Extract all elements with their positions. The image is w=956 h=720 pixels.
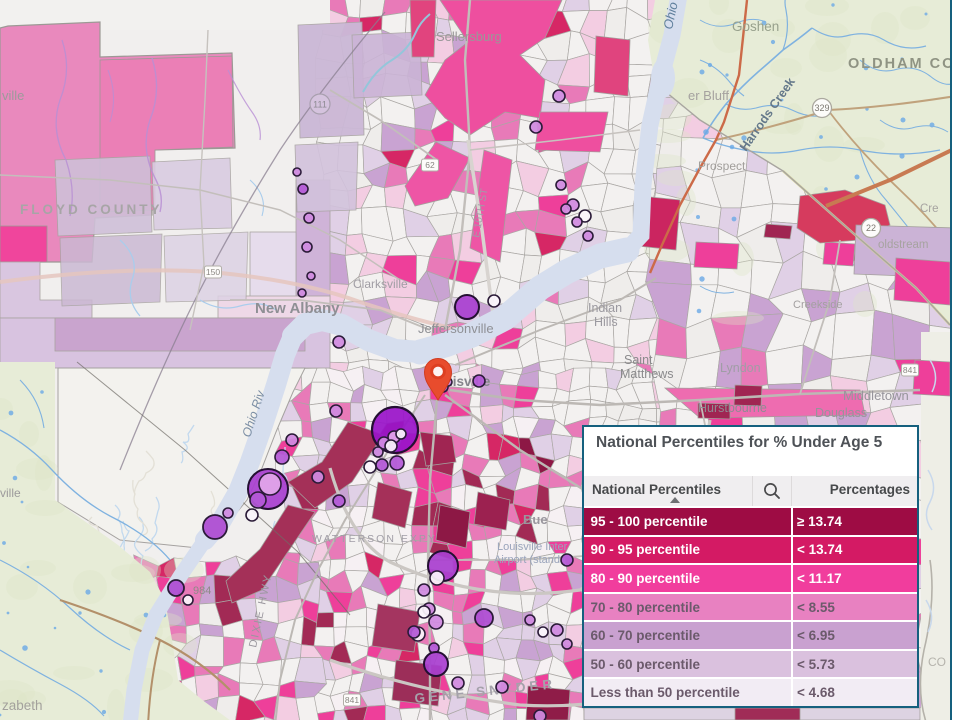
svg-text:ville: ville [0, 486, 21, 500]
svg-text:Cre: Cre [920, 203, 939, 215]
svg-text:Creekside: Creekside [793, 299, 843, 311]
svg-text:841: 841 [345, 695, 359, 705]
svg-text:111: 111 [313, 100, 327, 110]
svg-text:ville: ville [2, 88, 24, 103]
svg-text:984: 984 [193, 585, 211, 597]
svg-text:Matthews: Matthews [620, 367, 674, 381]
svg-text:WATTERSON EXPY: WATTERSON EXPY [312, 533, 437, 545]
svg-text:Hurstbourne: Hurstbourne [698, 401, 767, 415]
svg-text:Douglass: Douglass [815, 406, 867, 420]
svg-text:Ohio: Ohio [660, 1, 680, 31]
svg-text:Middletown: Middletown [843, 388, 909, 403]
svg-text:Airport (stand: Airport (stand [494, 554, 560, 566]
svg-text:Clarksville: Clarksville [353, 277, 408, 291]
svg-text:oldstream: oldstream [878, 239, 929, 251]
svg-text:Goshen: Goshen [732, 19, 779, 34]
svg-text:Prospect: Prospect [698, 159, 746, 173]
svg-text:OLDHAM CO: OLDHAM CO [848, 56, 950, 72]
svg-text:er Bluff: er Bluff [688, 88, 729, 103]
svg-text:150: 150 [206, 267, 220, 277]
svg-text:Indian: Indian [588, 301, 622, 315]
svg-text:Hills: Hills [594, 315, 618, 329]
svg-text:Louisville Inter: Louisville Inter [497, 541, 568, 553]
svg-text:22: 22 [866, 223, 876, 233]
svg-text:CO: CO [928, 655, 946, 669]
svg-text:62: 62 [425, 160, 435, 170]
svg-text:zabeth: zabeth [2, 698, 43, 713]
svg-text:Sellersburg: Sellersburg [436, 29, 502, 44]
svg-text:Bue: Bue [523, 512, 548, 527]
svg-text:Saint: Saint [624, 353, 653, 367]
svg-text:329: 329 [814, 103, 829, 113]
svg-text:New Albany: New Albany [255, 300, 340, 317]
svg-text:FLOYD COUNTY: FLOYD COUNTY [20, 202, 163, 217]
svg-text:Jeffersonville: Jeffersonville [418, 321, 494, 336]
svg-text:Lyndon: Lyndon [720, 361, 761, 375]
svg-text:841: 841 [903, 365, 917, 375]
